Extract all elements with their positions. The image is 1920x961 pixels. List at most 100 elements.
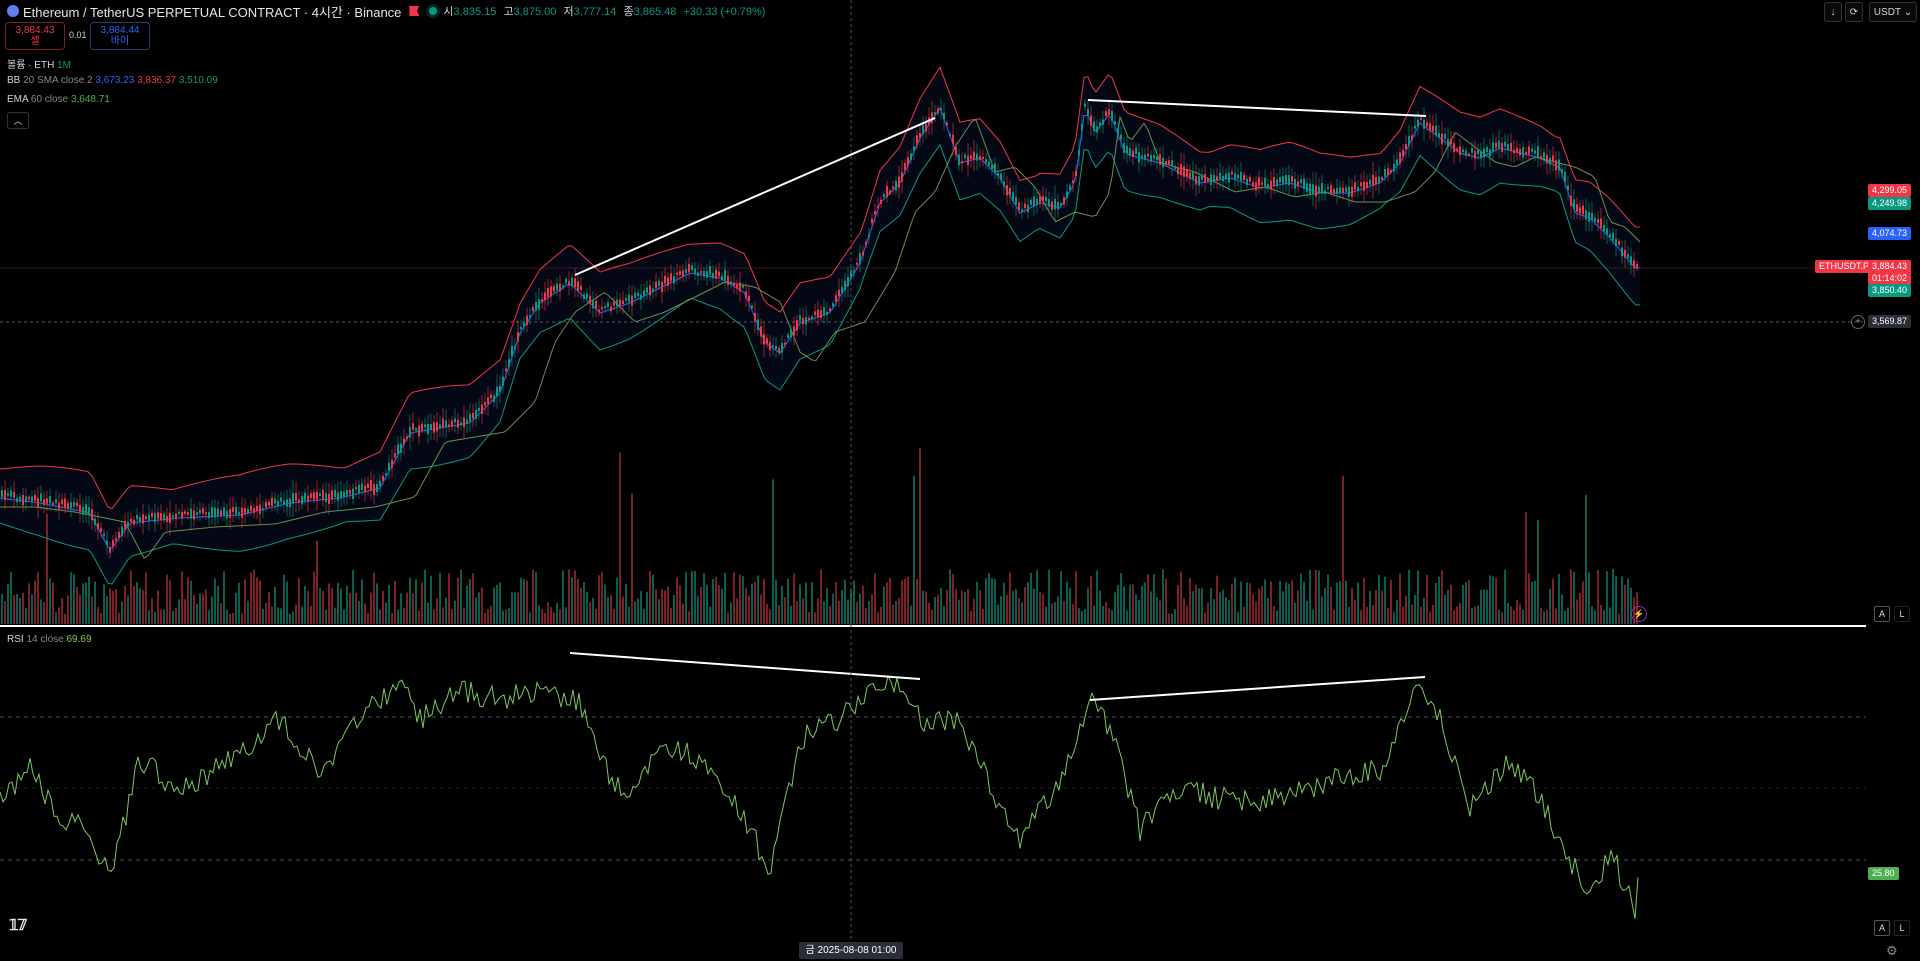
candle-body <box>1228 172 1230 183</box>
candle-body <box>946 122 948 126</box>
rsi-log-scale-button[interactable]: L <box>1894 920 1910 936</box>
collapse-legend-button[interactable]: ︿ <box>7 112 29 129</box>
candle-body <box>745 291 747 299</box>
volume-legend[interactable]: 볼륨 · ETH 1M <box>7 60 71 71</box>
volume-bar <box>1216 575 1218 624</box>
volume-bar <box>196 603 198 624</box>
candle-body <box>1372 174 1374 186</box>
candle-body <box>370 479 372 491</box>
candle-body <box>1225 173 1227 180</box>
volume-bar <box>835 582 837 624</box>
candle-body <box>568 281 570 286</box>
volume-bar <box>859 593 861 624</box>
candle-body <box>547 288 549 297</box>
candle-body <box>925 123 927 132</box>
candle-body <box>820 310 822 319</box>
volume-bar <box>151 598 153 624</box>
candle-body <box>442 418 444 428</box>
candle-body <box>259 504 261 514</box>
volume-bar <box>430 575 432 624</box>
volume-bar <box>268 592 270 624</box>
volume-bar <box>1576 599 1578 624</box>
ema-legend[interactable]: EMA 60 close 3,648.71 <box>7 94 110 105</box>
candle-body <box>1531 148 1533 152</box>
volume-bar <box>712 579 714 624</box>
candle-body <box>1411 135 1413 141</box>
candle-body <box>1147 153 1149 157</box>
volume-bar <box>643 608 645 624</box>
candle-body <box>736 284 738 289</box>
candle-body <box>445 420 447 428</box>
candle-body <box>172 515 174 518</box>
candle-body <box>739 282 741 292</box>
candle-body <box>544 292 546 300</box>
add-alert-icon[interactable]: + <box>1851 315 1865 329</box>
volume-bar <box>1147 574 1149 624</box>
candle-body <box>1105 110 1107 116</box>
download-button[interactable]: ↓ <box>1824 2 1842 22</box>
flag-icon[interactable] <box>409 6 420 16</box>
volume-bar <box>1198 588 1200 624</box>
candle-body <box>205 512 207 515</box>
candle-body <box>1579 207 1581 214</box>
candle-body <box>958 154 960 166</box>
candle-body <box>880 199 882 205</box>
volume-bar <box>934 597 936 624</box>
candle-body <box>1333 189 1335 194</box>
candle-body <box>673 276 675 284</box>
rsi-legend[interactable]: RSI 14 close 69.69 <box>7 634 92 645</box>
volume-bar <box>397 609 399 624</box>
volume-bar <box>301 606 303 624</box>
bb-legend[interactable]: BB 20 SMA close 2 3,673.23 3,836.37 3,51… <box>7 75 218 86</box>
bb-upper-label: 4,299.05 <box>1868 184 1912 197</box>
sell-button[interactable]: 3,884.43 셀 <box>5 22 65 50</box>
candle-body <box>1492 142 1494 152</box>
lightning-icon[interactable]: ⚡ <box>1631 606 1647 622</box>
volume-bar <box>82 583 84 624</box>
rsi-auto-scale-button[interactable]: A <box>1874 920 1890 936</box>
volume-bar <box>1354 600 1356 624</box>
volume-bar <box>1321 596 1323 624</box>
candle-body <box>1078 149 1080 156</box>
volume-bar <box>361 579 363 624</box>
candle-body <box>1141 155 1143 158</box>
auto-scale-button[interactable]: A <box>1874 606 1890 622</box>
candle-body <box>760 326 762 337</box>
volume-bar <box>1006 595 1008 624</box>
candle-body <box>376 484 378 493</box>
candle-body <box>1441 133 1443 144</box>
tradingview-logo-icon[interactable]: 𝟙𝟟 <box>9 917 27 934</box>
candle-body <box>730 281 732 284</box>
candle-body <box>1408 136 1410 146</box>
candle-body <box>1498 140 1500 148</box>
currency-select[interactable]: USDT ⌄ <box>1869 2 1917 22</box>
candle-body <box>43 499 45 505</box>
volume-bar <box>916 579 918 624</box>
volume-bar <box>454 600 456 624</box>
candle-body <box>433 422 435 433</box>
candle-body <box>1582 205 1584 215</box>
candle-body <box>1000 173 1002 180</box>
candle-body <box>268 502 270 506</box>
symbol-title[interactable]: Ethereum / TetherUS PERPETUAL CONTRACT ·… <box>23 4 402 20</box>
volume-bar <box>979 590 981 624</box>
settings-gear-icon[interactable]: ⚙ <box>1886 943 1898 958</box>
volume-bar <box>1108 608 1110 624</box>
buy-button[interactable]: 3,884.44 바이 <box>90 22 150 50</box>
volume-bar <box>571 577 573 624</box>
volume-bar <box>1534 580 1536 624</box>
volume-bar <box>829 605 831 624</box>
candle-body <box>202 508 204 514</box>
sync-button[interactable]: ⟳ <box>1845 2 1863 22</box>
volume-bar <box>610 595 612 624</box>
candle-body <box>1621 247 1623 257</box>
candle-body <box>1414 125 1416 129</box>
volume-bar <box>37 572 39 624</box>
candle-body <box>421 423 423 431</box>
volume-bar <box>1393 612 1395 624</box>
volume-bar <box>1078 608 1080 624</box>
log-scale-button[interactable]: L <box>1894 606 1910 622</box>
volume-bar <box>583 582 585 624</box>
candle-body <box>631 295 633 306</box>
